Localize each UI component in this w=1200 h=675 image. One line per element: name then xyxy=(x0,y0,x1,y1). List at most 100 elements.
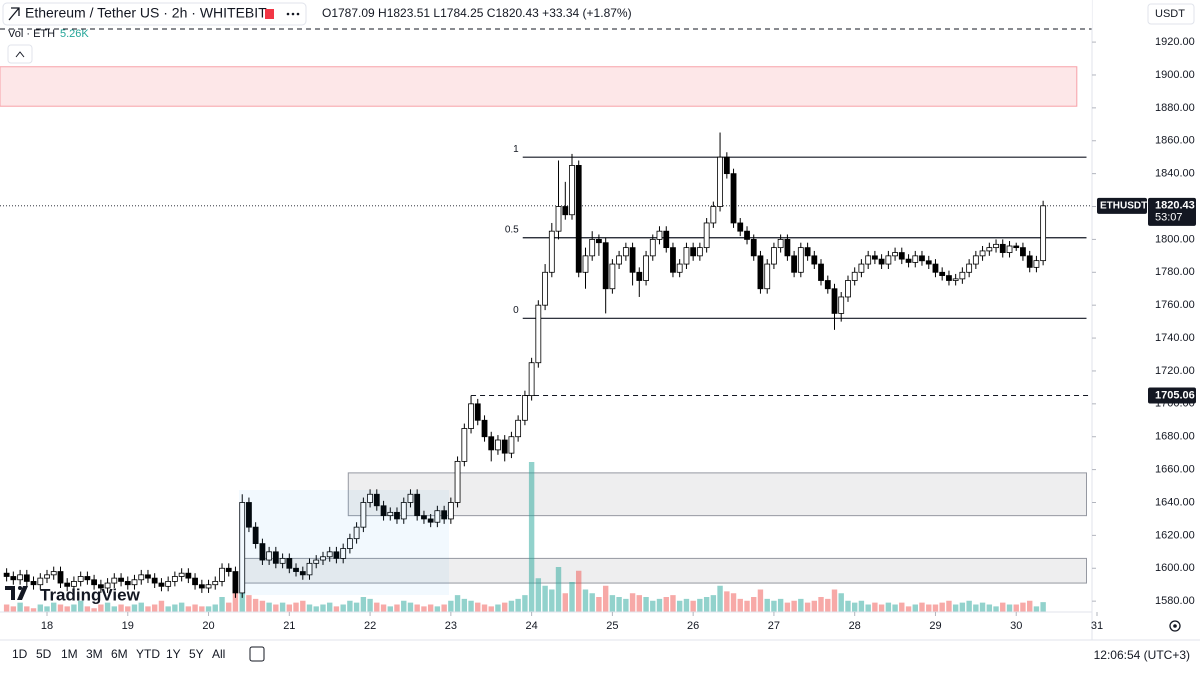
candle-body xyxy=(589,239,596,257)
y-tick-label: 1660.00 xyxy=(1155,464,1195,476)
candle-body xyxy=(622,247,629,257)
candle-body xyxy=(972,255,979,265)
y-tick-label: 1740.00 xyxy=(1155,332,1195,344)
candle-body xyxy=(851,271,858,281)
candle-body xyxy=(421,515,427,520)
volume-bar xyxy=(199,606,205,612)
volume-bar xyxy=(717,585,723,612)
range-button[interactable]: 6M xyxy=(111,647,128,661)
candle-body xyxy=(771,247,777,265)
volume-bar xyxy=(872,602,878,612)
volume-bar xyxy=(811,600,818,612)
collapse-button[interactable] xyxy=(7,44,33,64)
volume-bar xyxy=(730,593,737,612)
candle-body xyxy=(313,559,320,564)
volume-bar xyxy=(919,602,925,612)
volume-bar xyxy=(522,595,528,612)
y-tick-label: 1920.00 xyxy=(1155,36,1195,48)
x-tick-label: 26 xyxy=(687,620,699,632)
volume-bar xyxy=(219,597,225,612)
more-icon[interactable] xyxy=(286,12,290,16)
range-button[interactable]: 5Y xyxy=(189,647,204,661)
volume-bar xyxy=(549,589,555,612)
volume-bar xyxy=(1027,600,1033,612)
candle-body xyxy=(447,502,454,520)
candle-body xyxy=(892,252,898,257)
volume-bar xyxy=(858,600,865,612)
candle-body xyxy=(320,556,326,561)
zone xyxy=(347,472,1088,517)
range-button[interactable]: YTD xyxy=(136,647,160,661)
volume-bar xyxy=(434,606,441,612)
symbol-box[interactable] xyxy=(2,2,307,26)
candle-body xyxy=(946,275,952,281)
volume-bar xyxy=(313,606,319,612)
volume-bar xyxy=(10,606,17,612)
date-range-icon[interactable] xyxy=(249,646,265,662)
volume-bar xyxy=(993,606,999,612)
candle-body xyxy=(259,543,266,561)
candle-body xyxy=(1020,247,1026,257)
volume-bar xyxy=(246,595,252,612)
y-tick-label: 1620.00 xyxy=(1155,529,1195,541)
volume-bar xyxy=(1006,604,1013,612)
candle-body xyxy=(791,255,798,273)
range-button[interactable]: 1Y xyxy=(166,647,181,661)
volume-bar xyxy=(104,602,111,612)
x-tick-label: 22 xyxy=(364,620,376,632)
candle-body xyxy=(50,571,57,576)
y-tick-label: 1860.00 xyxy=(1155,135,1195,147)
countdown: 53:07 xyxy=(1155,212,1183,224)
volume-bar xyxy=(448,600,454,612)
candle-body xyxy=(912,255,919,263)
volume-bar xyxy=(791,600,797,612)
candle-body xyxy=(865,255,872,265)
volume-bar xyxy=(515,598,521,612)
volume-bar xyxy=(966,600,972,612)
currency-button[interactable] xyxy=(1147,3,1195,25)
range-button[interactable]: 5D xyxy=(36,647,52,661)
candle-body xyxy=(454,460,461,503)
level-label: 1705.06 xyxy=(1155,389,1195,401)
y-tick-label: 1880.00 xyxy=(1155,102,1195,114)
y-tick-label: 1680.00 xyxy=(1155,431,1195,443)
candle-body xyxy=(562,206,569,216)
candle-body xyxy=(17,574,24,581)
volume-bar xyxy=(360,597,367,612)
volume-bar xyxy=(703,597,710,612)
candle-body xyxy=(609,263,616,290)
volume-bar xyxy=(623,598,629,612)
volume-bar xyxy=(178,602,185,612)
volume-bar xyxy=(683,598,690,612)
range-button[interactable]: 3M xyxy=(86,647,103,661)
flag-icon[interactable] xyxy=(265,9,274,19)
candle-body xyxy=(575,165,582,273)
settings-icon[interactable] xyxy=(1169,620,1181,632)
volume-profile-area xyxy=(239,490,449,595)
x-tick-label: 29 xyxy=(929,620,941,632)
volume-bar xyxy=(838,593,844,612)
volume-bar xyxy=(51,602,57,612)
x-tick-label: 20 xyxy=(202,620,214,632)
range-button[interactable]: All xyxy=(212,647,225,661)
candle-body xyxy=(643,255,649,281)
volume-bar xyxy=(697,598,703,612)
range-button[interactable]: 1M xyxy=(61,647,78,661)
candle-body xyxy=(145,574,151,579)
volume-value: 5.26K xyxy=(60,28,89,40)
volume-bar xyxy=(212,604,218,612)
volume-bar xyxy=(394,604,400,612)
candle-body xyxy=(730,173,737,224)
clock: 12:06:54 (UTC+3) xyxy=(1094,648,1190,662)
volume-bar xyxy=(30,608,37,612)
candle-body xyxy=(737,222,744,232)
range-button[interactable]: 1D xyxy=(12,647,28,661)
candle-body xyxy=(299,571,306,576)
volume-bar xyxy=(589,593,595,612)
candle-body xyxy=(44,574,50,579)
volume-bar xyxy=(757,589,764,612)
volume-bar xyxy=(508,600,515,612)
candle-body xyxy=(111,577,118,584)
candle-body xyxy=(582,255,589,273)
